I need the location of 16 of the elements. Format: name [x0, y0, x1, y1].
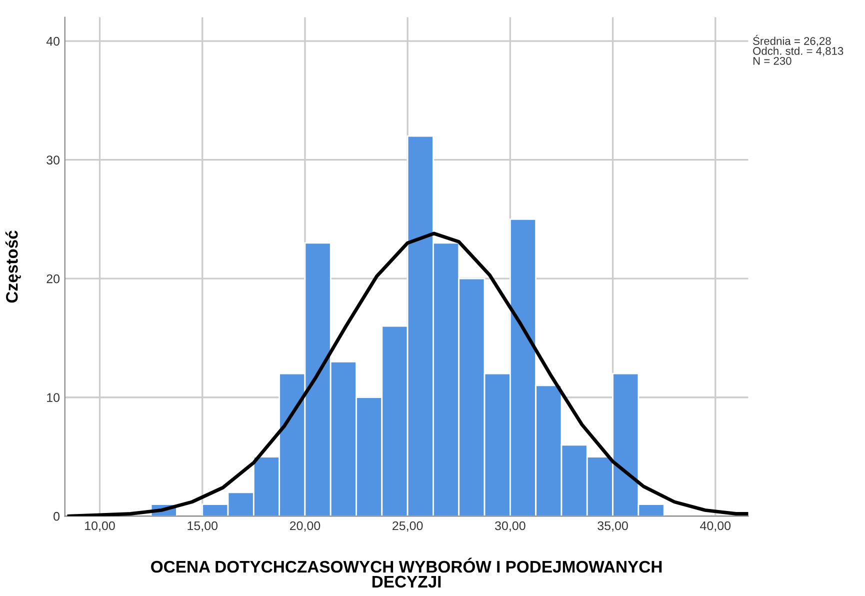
- y-axis-title: Częstość: [5, 230, 21, 303]
- x-tick-label: 40,00: [700, 521, 731, 532]
- line-series: [67, 232, 748, 516]
- x-axis-title: OCENA DOTYCHCZASOWYCH WYBORÓW I PODEJMOWANYCH DECYZJI: [151, 558, 662, 588]
- y-tick-label: 30: [46, 156, 60, 164]
- y-tick-label: 20: [46, 274, 60, 284]
- x-tick-label: 30,00: [495, 521, 526, 532]
- x-tick-label: 25,00: [392, 521, 423, 532]
- y-tick-label: 0: [54, 512, 60, 521]
- x-tick-label: 35,00: [598, 521, 628, 532]
- x-tick-label: 10,00: [85, 521, 115, 532]
- x-tick-label: 15,00: [188, 521, 218, 532]
- y-tick-label: 40: [46, 36, 60, 46]
- text: Średnia = 26,28 Odch. std. = 4,813 N = 230: [753, 34, 844, 65]
- y-tick-label: 10: [47, 393, 60, 402]
- x-tick-label: 20,00: [290, 521, 320, 532]
